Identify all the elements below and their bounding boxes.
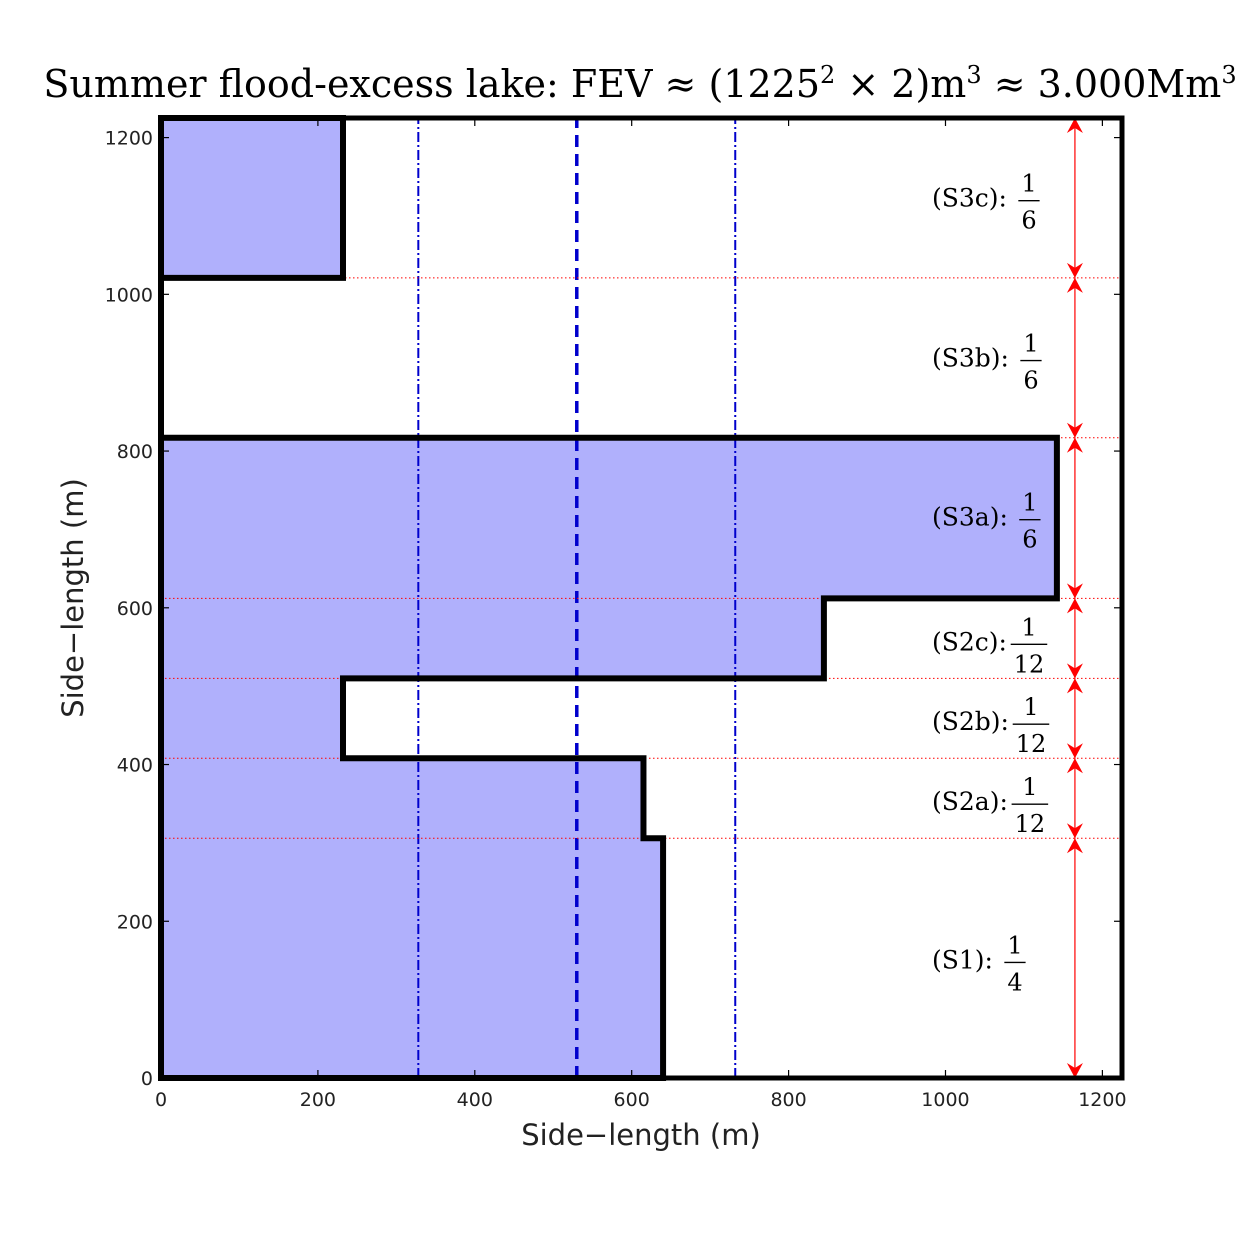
x-tick-label: 600: [614, 1089, 650, 1111]
segment-arrowhead-bottom-1: [1066, 1063, 1083, 1078]
segment-arrowhead-bottom-2: [1066, 823, 1083, 839]
segment-arrowhead-bottom-3: [1066, 743, 1083, 759]
fraction-denominator: 6: [1021, 207, 1036, 235]
segment-arrowhead-top-1: [1066, 838, 1083, 854]
y-tick-label: 400: [117, 755, 153, 777]
segment-label-group: (S3a): 1 6: [932, 489, 1041, 554]
y-axis-label: Side−length (m): [56, 478, 90, 718]
segment-label: (S2a):: [932, 787, 1008, 816]
y-tick-label: 200: [117, 911, 153, 933]
segment-label: (S2c):: [932, 627, 1007, 656]
segment-arrowhead-top-6: [1066, 277, 1083, 293]
segment-arrowhead-top-2: [1066, 758, 1083, 774]
fraction-denominator: 12: [1014, 650, 1045, 678]
fraction-numerator: 1: [1022, 773, 1037, 801]
segment-arrowhead-bottom-7: [1066, 262, 1083, 278]
y-tick-label: 600: [117, 598, 153, 620]
segment-label-group: (S3c): 1 6: [932, 170, 1040, 235]
segment-arrowhead-top-4: [1066, 598, 1083, 614]
fraction-denominator: 12: [1015, 810, 1046, 838]
x-axis-label: Side−length (m): [521, 1118, 761, 1152]
segment-label: (S3b):: [932, 344, 1009, 373]
axes-frame: [158, 115, 1125, 1081]
fraction-denominator: 6: [1022, 526, 1037, 554]
fraction-numerator: 1: [1023, 693, 1038, 721]
x-tick-label: 1200: [1078, 1089, 1126, 1111]
segment-arrowhead-bottom-6: [1066, 422, 1083, 438]
segment-label: (S1):: [932, 945, 993, 974]
segment-arrowhead-top-3: [1066, 678, 1083, 694]
x-tick-label: 0: [155, 1089, 167, 1111]
plot-area: [158, 115, 1125, 1081]
segment-arrowhead-bottom-4: [1066, 663, 1083, 679]
segment-label: (S3c):: [932, 184, 1007, 213]
axis-ticks: 0 200 400 600 800 1000 1200 0 200 400 600 800 1000 12…: [105, 118, 1127, 1111]
x-tick-label: 800: [770, 1089, 806, 1111]
lake-outline: [158, 115, 1060, 1081]
segment-arrowhead-top-7: [1066, 118, 1083, 133]
fraction-numerator: 1: [1007, 931, 1022, 959]
x-tick-label: 1000: [921, 1089, 969, 1111]
segment-arrowhead-bottom-5: [1066, 583, 1083, 599]
segment-arrowhead-top-5: [1066, 437, 1083, 453]
fraction-numerator: 1: [1023, 330, 1038, 358]
segment-label-group: (S3b): 1 6: [932, 330, 1042, 395]
fraction-denominator: 12: [1016, 730, 1047, 758]
segment-label: (S2b):: [932, 707, 1009, 736]
segment-label: (S3a):: [932, 503, 1008, 532]
segment-labels: (S1): 14(S2a): 112(S2b): 112(S2c): 112(S3a):…: [932, 170, 1050, 996]
segment-label-group: (S2c): 1 12: [932, 613, 1048, 678]
segment-label-group: (S2a): 1 12: [932, 773, 1049, 838]
segment-label-group: (S1): 1 4: [932, 931, 1026, 996]
x-tick-label: 200: [300, 1089, 336, 1111]
fraction-denominator: 4: [1007, 968, 1022, 996]
fraction-numerator: 1: [1021, 613, 1036, 641]
y-tick-label: 800: [117, 441, 153, 463]
fraction-numerator: 1: [1021, 170, 1036, 198]
fraction-denominator: 6: [1023, 367, 1038, 395]
y-tick-label: 1000: [105, 284, 153, 306]
x-tick-label: 400: [457, 1089, 493, 1111]
y-tick-label: 0: [141, 1068, 153, 1090]
segment-label-group: (S2b): 1 12: [932, 693, 1050, 758]
y-tick-label: 1200: [105, 128, 153, 150]
lake-fill: [161, 118, 1057, 1078]
chart-title: Summer flood-excess lake: FEV ≈ (12252 ×…: [43, 61, 1236, 106]
fraction-numerator: 1: [1022, 489, 1037, 517]
